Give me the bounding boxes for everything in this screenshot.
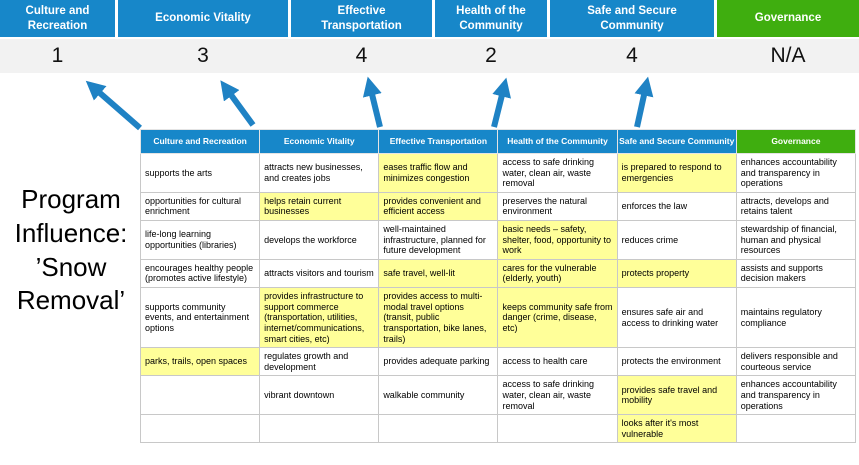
table-header-cell-effective-transportation: Effective Transportation <box>378 129 499 154</box>
table-row: life-long learning opportunities (librar… <box>139 220 857 260</box>
up-arrow-icon <box>634 76 654 128</box>
table-row: looks after it's most vulnerable <box>139 414 857 444</box>
up-arrow-icon <box>491 77 511 128</box>
up-arrow-icon <box>85 80 142 131</box>
table-cell: ensures safe air and access to drinking … <box>616 287 737 349</box>
pillar-header-culture-and-recreation: Culture and Recreation <box>0 0 115 37</box>
table-cell: maintains regulatory compliance <box>735 287 857 349</box>
table-cell: supports the arts <box>139 153 261 193</box>
table-cell: delivers responsible and courteous servi… <box>735 347 857 377</box>
table-cell <box>497 414 618 444</box>
table-cell: supports community events, and entertain… <box>139 287 261 349</box>
pillar-header-effective-transportation: Effective Transportation <box>291 0 432 37</box>
score-governance: N/A <box>770 44 806 67</box>
table-cell: helps retain current businesses <box>259 191 380 222</box>
table-cell: reduces crime <box>616 220 737 260</box>
table-cell: enhances accountability and transparency… <box>735 375 857 416</box>
table-header-cell-economic-vitality: Economic Vitality <box>259 129 380 154</box>
table-cell: keeps community safe from danger (crime,… <box>497 287 618 349</box>
table-cell: access to safe drinking water, clean air… <box>497 375 618 416</box>
table-cell <box>735 414 857 444</box>
table-cell: attracts, develops and retains talent <box>735 191 857 222</box>
table-cell: eases traffic flow and minimizes congest… <box>378 153 499 193</box>
score-health-of-the-community: 2 <box>485 44 497 67</box>
table-row: parks, trails, open spaces regulates grow… <box>139 347 857 377</box>
table-cell <box>259 414 380 444</box>
table-header-cell-governance: Governance <box>735 129 857 154</box>
table-cell: cares for the vulnerable (elderly, youth… <box>497 258 618 289</box>
table-row: vibrant downtown walkable community access… <box>139 375 857 416</box>
table-cell: provides safe travel and mobility <box>616 375 737 416</box>
table-cell: protects property <box>616 258 737 289</box>
pillar-header-health-of-the-community: Health of the Community <box>435 0 547 37</box>
table-cell: looks after it's most vulnerable <box>616 414 737 444</box>
pillar-header-economic-vitality: Economic Vitality <box>118 0 288 37</box>
table-cell: regulates growth and development <box>259 347 380 377</box>
table-cell: basic needs – safety, shelter, food, opp… <box>497 220 618 260</box>
table-cell: provides convenient and efficient access <box>378 191 499 222</box>
table-cell: encourages healthy people (promotes acti… <box>139 258 261 289</box>
table-cell: enhances accountability and transparency… <box>735 153 857 193</box>
table-cell: preserves the natural environment <box>497 191 618 222</box>
pillar-header-governance: Governance <box>717 0 859 37</box>
table-cell: vibrant downtown <box>259 375 380 416</box>
score-row: 1 3 4 2 4 N/A <box>0 39 859 73</box>
table-cell <box>378 414 499 444</box>
table-row: opportunities for cultural enrichment hel… <box>139 191 857 222</box>
table-row: encourages healthy people (promotes acti… <box>139 258 857 289</box>
table-cell: access to health care <box>497 347 618 377</box>
table-cell: walkable community <box>378 375 499 416</box>
table-cell: opportunities for cultural enrichment <box>139 191 261 222</box>
table-cell: assists and supports decision makers <box>735 258 857 289</box>
influence-table: Culture and Recreation Economic Vitality… <box>139 129 857 444</box>
table-row: supports the arts attracts new businesses… <box>139 153 857 193</box>
score-safe-and-secure-community: 4 <box>626 44 638 67</box>
pillar-header-safe-and-secure-community: Safe and Secure Community <box>550 0 714 37</box>
table-cell: develops the workforce <box>259 220 380 260</box>
table-cell: attracts visitors and tourism <box>259 258 380 289</box>
table-header-cell-safe-and-secure-community: Safe and Secure Community <box>616 129 737 154</box>
table-row: supports community events, and entertain… <box>139 287 857 349</box>
table-cell <box>139 414 261 444</box>
table-cell <box>139 375 261 416</box>
pillar-header-row: Culture and Recreation Economic Vitality… <box>0 0 859 37</box>
table-cell: well-maintained infrastructure, planned … <box>378 220 499 260</box>
table-cell: enforces the law <box>616 191 737 222</box>
table-cell: provides access to multi-modal travel op… <box>378 287 499 349</box>
score-culture-and-recreation: 1 <box>51 44 64 67</box>
table-cell: attracts new businesses, and creates job… <box>259 153 380 193</box>
influence-table-body: supports the arts attracts new businesses… <box>139 153 857 444</box>
up-arrow-icon <box>220 80 256 127</box>
up-arrow-icon <box>362 76 383 128</box>
table-cell: is prepared to respond to emergencies <box>616 153 737 193</box>
program-influence-label: Program Influence: ’Snow Removal’ <box>14 184 128 316</box>
table-header-cell-culture-and-recreation: Culture and Recreation <box>139 129 261 154</box>
table-header-row: Culture and Recreation Economic Vitality… <box>139 129 857 154</box>
table-cell: access to safe drinking water, clean air… <box>497 153 618 193</box>
arrows-layer <box>85 76 654 131</box>
table-cell: provides infrastructure to support comme… <box>259 287 380 349</box>
table-cell: safe travel, well-lit <box>378 258 499 289</box>
table-cell: provides adequate parking <box>378 347 499 377</box>
table-cell: life-long learning opportunities (librar… <box>139 220 261 260</box>
table-cell: protects the environment <box>616 347 737 377</box>
table-cell: parks, trails, open spaces <box>139 347 261 377</box>
table-header-cell-health-of-the-community: Health of the Community <box>497 129 618 154</box>
table-cell: stewardship of financial, human and phys… <box>735 220 857 260</box>
score-effective-transportation: 4 <box>355 44 368 67</box>
score-economic-vitality: 3 <box>197 44 209 67</box>
